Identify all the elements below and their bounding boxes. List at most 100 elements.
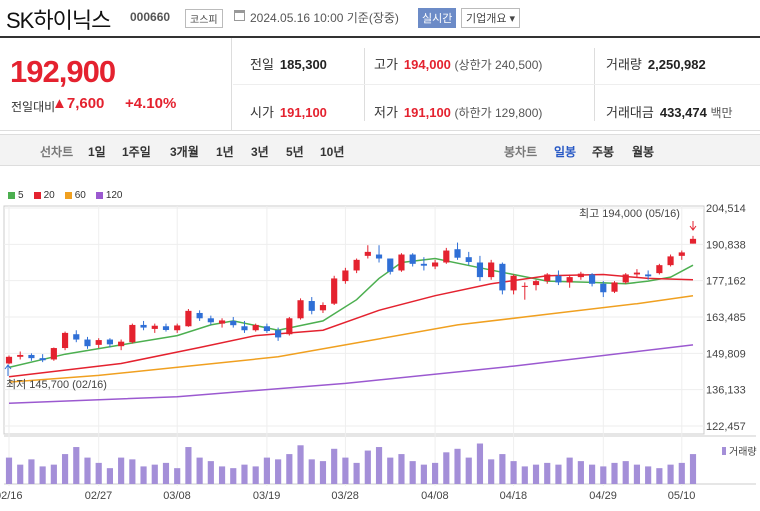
candle-body [667, 256, 674, 266]
volume-bar [409, 461, 416, 484]
candle-body [118, 341, 125, 347]
candle-body [689, 238, 697, 244]
volume-bar [667, 464, 674, 484]
candle-body [129, 324, 136, 343]
chart-legend: 5 20 60 120 [8, 190, 123, 201]
candle-body [39, 358, 46, 361]
tab-1w[interactable]: 1주일 [122, 145, 151, 159]
candle-body [656, 265, 663, 274]
candle-body [230, 320, 237, 326]
candle-body [308, 301, 315, 311]
y-tick-label: 177,162 [706, 276, 746, 288]
volume-bar [331, 448, 338, 484]
volume-bar [84, 457, 91, 484]
candle-body [645, 274, 652, 277]
volume-bar [375, 447, 383, 484]
prev-close: 전일 185,300 [250, 57, 327, 72]
volume-bar [297, 445, 304, 484]
candle-body [28, 354, 35, 359]
chart-period-tabs: 선차트 1일 1주일 3개월 1년 3년 5년 10년 봉차트 일봉 주봉 월봉 [0, 134, 760, 166]
tab-5y[interactable]: 5년 [286, 145, 304, 159]
min-price-annotation: 최저 145,700 (02/16) [6, 378, 107, 391]
volume-bar [521, 466, 528, 484]
y-tick-label: 204,514 [706, 203, 746, 215]
tab-line-chart[interactable]: 선차트 [40, 145, 74, 159]
trade-amount: 거래대금 433,474 백만 [606, 105, 733, 120]
tab-1d[interactable]: 1일 [88, 145, 106, 159]
high-price: 고가 194,000 (상한가 240,500) [374, 57, 543, 72]
x-tick-label: 02/27 [85, 490, 113, 502]
volume-bar [454, 448, 461, 484]
candle-body [443, 250, 450, 263]
volume-bar [342, 457, 349, 484]
volume-bar [118, 457, 125, 484]
volume-bar [73, 447, 80, 484]
tab-weekly[interactable]: 주봉 [592, 145, 615, 159]
candle-body [252, 324, 259, 331]
volume-bar [308, 459, 315, 484]
volume-bar [95, 462, 102, 484]
calendar-icon [234, 10, 245, 21]
ma-line-120 [8, 344, 694, 405]
candle-body [555, 275, 562, 283]
min-arrow-icon [4, 364, 12, 376]
candle-body [622, 274, 629, 283]
volume-bar [566, 457, 573, 484]
volume-bar [252, 466, 259, 484]
x-tick-label: 03/19 [253, 490, 281, 502]
candle-body [521, 285, 528, 287]
volume-bar [28, 459, 35, 484]
x-tick-label: 03/08 [163, 490, 191, 502]
volume-bar [532, 464, 540, 484]
volume-bar [286, 454, 293, 484]
candle-body [678, 252, 685, 256]
candle-body [17, 354, 24, 357]
volume-bar [611, 462, 618, 484]
y-tick-label: 163,485 [706, 312, 746, 324]
candle-body [50, 348, 57, 360]
candle-body [5, 356, 13, 364]
change-value: ▲7,600 [52, 95, 105, 112]
volume-bar [319, 461, 327, 484]
tab-3y[interactable]: 3년 [251, 145, 269, 159]
x-tick-label: 03/28 [331, 490, 359, 502]
tab-3m[interactable]: 3개월 [170, 145, 199, 159]
legend-item-ma20: 20 [33, 190, 55, 201]
volume-bar [353, 462, 360, 484]
candle-body [375, 254, 383, 259]
volume-bar [61, 454, 69, 484]
candle-body [263, 326, 270, 332]
volume-bar [50, 464, 57, 484]
volume: 거래량 2,250,982 [606, 57, 706, 72]
candle-body [140, 324, 147, 328]
candle-body [420, 263, 427, 266]
price-summary: 192,900 전일대비 ▲7,600 +4.10% 전일 185,300 고가 1… [0, 36, 760, 131]
volume-bar [17, 464, 24, 484]
candle-body [241, 326, 248, 331]
tab-monthly[interactable]: 월봉 [632, 145, 655, 159]
candle-body [588, 274, 596, 284]
candle-body [611, 282, 618, 292]
candle-body [73, 334, 80, 340]
x-tick-label: 04/18 [500, 490, 528, 502]
volume-bar [588, 464, 596, 484]
tab-daily[interactable]: 일봉 [554, 145, 577, 159]
volume-bar [555, 464, 562, 484]
volume-bar [364, 450, 371, 484]
candle-body [297, 300, 304, 319]
company-overview-dropdown[interactable]: 기업개요 ▾ [461, 8, 521, 28]
tab-candle-chart[interactable]: 봉차트 [504, 145, 538, 159]
tab-10y[interactable]: 10년 [320, 145, 345, 159]
volume-bar [39, 466, 46, 484]
tab-1y[interactable]: 1년 [216, 145, 234, 159]
y-tick-label: 122,457 [706, 421, 746, 433]
y-tick-label: 190,838 [706, 239, 746, 251]
candle-body [151, 325, 158, 329]
x-tick-label: 04/08 [421, 490, 449, 502]
legend-item-ma60: 60 [64, 190, 86, 201]
volume-bar [185, 447, 192, 484]
candle-body [106, 339, 114, 345]
realtime-button[interactable]: 실시간 [418, 8, 457, 28]
volume-bar [476, 443, 484, 484]
